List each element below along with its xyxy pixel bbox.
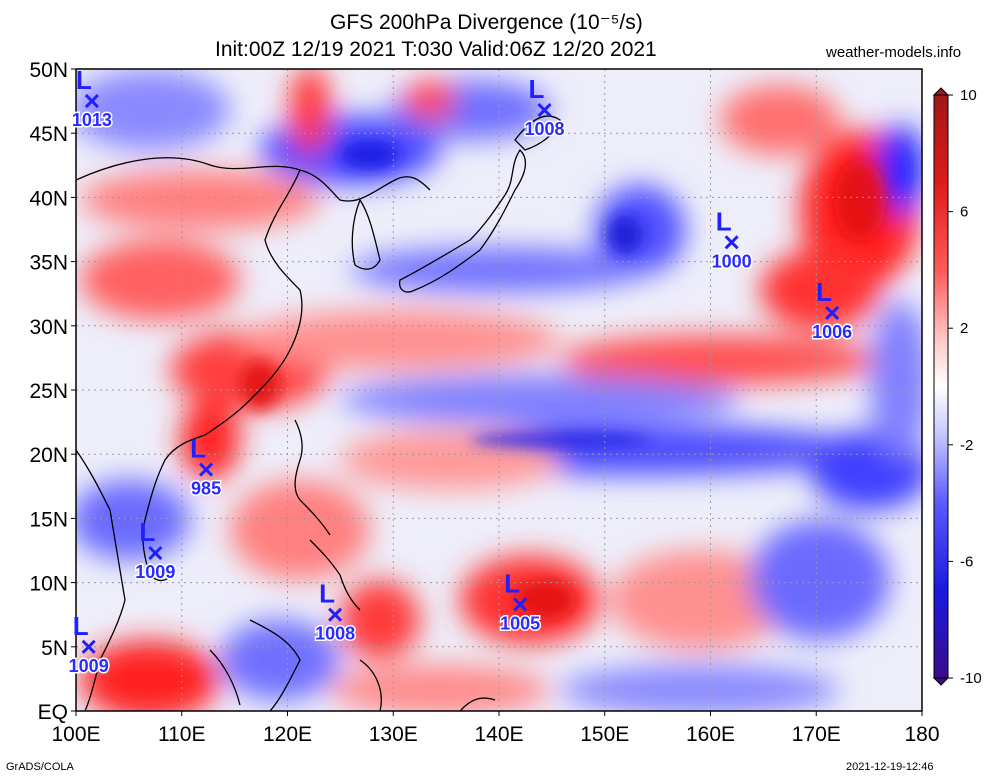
colorbar-tick-label: 2 [960, 320, 968, 337]
low-center-x [148, 546, 163, 561]
low-pressure-value: 1009 [135, 562, 175, 582]
lat-tick-label: 40N [29, 187, 68, 210]
low-center-x [199, 462, 214, 477]
low-center-x [724, 235, 739, 250]
low-symbol: L [319, 579, 335, 609]
site-credit: weather-models.info [826, 44, 962, 61]
longitude-axis: 100E 110E 120E 130E 140E 150E 160E 170E 180 [51, 711, 940, 746]
lat-lon-grid [76, 69, 922, 711]
lat-tick-label: EQ [38, 701, 68, 724]
low-marker: L 1008 [314, 579, 357, 646]
low-center-x [537, 103, 552, 118]
low-symbol: L [529, 74, 545, 104]
low-pressure-value: 1000 [712, 251, 752, 271]
colorbar-gradient [933, 94, 949, 679]
divergence-field [76, 69, 922, 711]
low-center-x [825, 305, 840, 321]
colorbar-tick-label: -6 [960, 553, 973, 570]
lon-tick-label: 160E [686, 723, 735, 746]
colorbar-tick-label: 10 [960, 87, 977, 104]
colorbar-tick-label: -2 [960, 437, 973, 454]
low-symbol: L [139, 517, 155, 547]
lon-tick-label: 180 [904, 723, 939, 746]
low-center-x [513, 597, 528, 612]
low-symbol: L [504, 568, 520, 598]
lat-tick-label: 30N [29, 316, 68, 339]
lon-tick-label: 140E [474, 723, 523, 746]
low-center-x [328, 607, 343, 622]
colorbar-tick-label: -10 [960, 670, 982, 687]
lat-tick-label: 25N [29, 380, 68, 403]
lon-tick-label: 130E [369, 723, 418, 746]
low-center-x [84, 94, 99, 109]
colorbar-top-arrow [932, 87, 950, 96]
low-marker: L 1009 [134, 517, 177, 584]
low-symbol: L [716, 206, 732, 236]
map-subtitle: Init:00Z 12/19 2021 T:030 Valid:06Z 12/2… [215, 38, 657, 61]
low-pressure-value: 985 [191, 479, 221, 499]
lat-tick-label: 20N [29, 444, 68, 467]
low-marker: L 1005 [499, 568, 542, 635]
low-symbol: L [190, 434, 206, 464]
low-pressure-value: 1013 [72, 110, 112, 130]
low-pressure-value: 1008 [315, 624, 355, 644]
lat-tick-label: 15N [29, 508, 68, 531]
low-marker: L 985 [190, 434, 223, 501]
lon-tick-label: 150E [580, 723, 629, 746]
low-center-x [81, 639, 96, 654]
low-marker: L 1009 [67, 611, 110, 678]
colorbar-tick-label: 6 [960, 204, 968, 221]
low-symbol: L [76, 65, 92, 95]
lat-tick-label: 45N [29, 123, 68, 146]
low-pressure-value: 1009 [69, 656, 109, 676]
latitude-axis: 50N 45N 40N 35N 30N 25N 20N 15N 10N 5N EQ [29, 59, 76, 724]
lat-tick-label: 5N [41, 637, 68, 660]
colorbar: 10 6 2 -2 -6 -10 [932, 87, 982, 687]
coastlines [76, 115, 561, 711]
low-symbol: L [73, 611, 89, 641]
low-marker: L 1000 [710, 206, 753, 273]
low-pressure-value: 1005 [500, 613, 540, 633]
software-credit: GrADS/COLA [6, 761, 74, 773]
low-pressure-markers: L1013L1008L1000L1006L985L1009L1008L1005L… [67, 65, 854, 678]
low-pressure-value: 1006 [812, 322, 852, 342]
lat-tick-label: 10N [29, 573, 68, 596]
lat-tick-label: 50N [29, 59, 68, 82]
low-pressure-value: 1008 [524, 119, 564, 139]
low-marker: L 1013 [70, 65, 113, 132]
colorbar-bottom-arrow [932, 677, 950, 686]
lat-tick-label: 35N [29, 252, 68, 275]
lon-tick-label: 170E [792, 723, 841, 746]
low-symbol: L [816, 277, 832, 307]
generated-timestamp: 2021-12-19-12:46 [846, 761, 934, 773]
lon-tick-label: 100E [51, 723, 100, 746]
lon-tick-label: 120E [263, 723, 312, 746]
lon-tick-label: 110E [158, 723, 206, 746]
low-marker: L 1008 [523, 74, 566, 141]
map-title: GFS 200hPa Divergence (10⁻⁵/s) [330, 11, 643, 34]
low-marker: L 1006 [811, 277, 854, 344]
